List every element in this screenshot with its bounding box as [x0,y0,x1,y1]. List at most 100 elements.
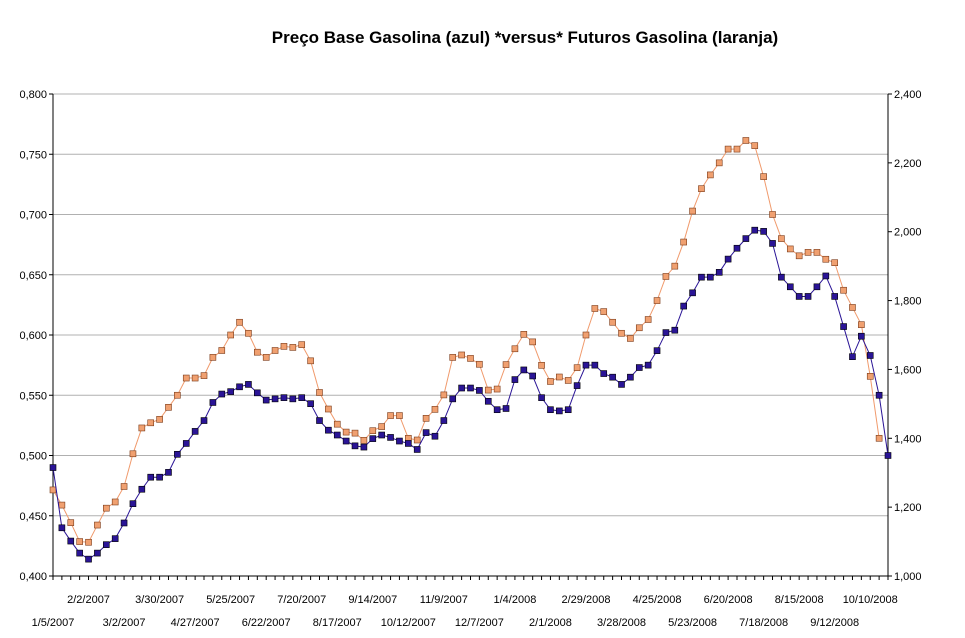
y-axis-left-ticks: 0,400 0,450 0,500 0,550 0,600 0,650 0,700 0,750… [19,89,53,583]
data-point [858,321,865,328]
x-tick-label-lower: 12/7/2007 [455,617,504,629]
data-point [849,304,856,311]
data-point [387,434,394,441]
data-point [307,357,314,365]
data-point [618,329,625,337]
data-point [360,443,368,451]
data-point [742,137,750,144]
data-point [94,521,101,529]
data-point [85,555,92,563]
data-point [609,318,616,326]
data-point [822,255,830,263]
y-left-tick-label: 0,400 [19,571,47,583]
data-point [653,347,661,354]
data-point [120,483,128,490]
data-point [618,381,625,388]
data-point [76,549,83,557]
data-point [129,500,137,508]
data-point [875,434,883,442]
data-point [778,235,785,242]
data-point [662,329,670,336]
y-right-tick-label: 2,400 [894,89,922,101]
x-tick-label-lower: 4/27/2007 [171,617,220,629]
data-point [831,293,839,300]
data-point [875,391,883,399]
data-point [67,537,75,545]
data-point [582,331,590,339]
y-left-tick-label: 0,800 [19,89,47,101]
data-point [627,335,634,342]
data-point [325,426,332,434]
data-point [467,384,474,392]
data-point [254,348,261,356]
data-point [769,240,776,247]
data-point [245,381,252,388]
data-point [795,252,803,260]
data-point [689,289,696,297]
data-point [200,417,208,424]
data-point [547,378,554,385]
data-point [316,389,323,396]
data-point [715,159,723,167]
data-point [138,424,146,432]
data-point [218,347,226,354]
gridlines [53,93,888,577]
x-tick-label-upper: 2/29/2008 [562,594,611,606]
y-left-tick-label: 0,450 [19,511,47,523]
data-point [520,331,528,338]
data-point [627,373,634,381]
data-point [129,450,137,458]
data-point [298,394,306,401]
data-point [778,273,785,281]
x-tick-label-upper: 1/4/2008 [494,594,537,606]
data-point [476,360,483,368]
y-right-tick-label: 1,000 [894,571,922,583]
data-point [280,394,288,401]
data-point [431,406,439,413]
data-point [236,383,243,391]
data-point [529,338,536,346]
data-point [94,549,101,557]
y-right-tick-label: 1,800 [894,296,922,308]
y-right-tick-label: 2,000 [894,227,922,239]
data-point [271,395,279,403]
data-point [405,440,412,447]
data-point [786,245,794,253]
data-point [502,361,510,368]
data-point [165,403,172,411]
data-point [422,429,430,436]
data-point [742,235,750,242]
data-point [564,377,572,384]
data-point [147,473,155,481]
data-point [49,464,57,471]
y-left-tick-label: 0,750 [19,149,47,161]
x-tick-label-upper: 11/9/2007 [420,594,468,606]
data-point [147,419,155,427]
data-point [538,394,545,401]
data-point [58,524,66,532]
data-point [840,286,847,294]
data-point [49,486,57,494]
data-point [342,437,350,445]
data-point [689,207,696,215]
x-tick-label-upper: 2/2/2007 [67,594,110,606]
data-point [191,374,199,382]
series-orange [49,137,883,546]
data-point [644,361,652,369]
data-point [369,427,377,435]
y-left-tick-label: 0,650 [19,270,47,282]
chart-title: Preço Base Gasolina (azul) *versus* Futu… [271,28,779,47]
data-point [111,535,119,542]
data-point [218,390,226,398]
data-point [520,366,528,374]
data-point [458,351,465,359]
data-point [831,259,839,267]
data-point [511,376,519,383]
data-point [804,249,812,256]
data-point [111,498,119,506]
x-tick-label-upper: 6/20/2008 [704,594,753,606]
data-point [351,429,359,437]
x-tick-label-lower: 9/12/2008 [810,617,859,629]
data-point [138,485,146,493]
